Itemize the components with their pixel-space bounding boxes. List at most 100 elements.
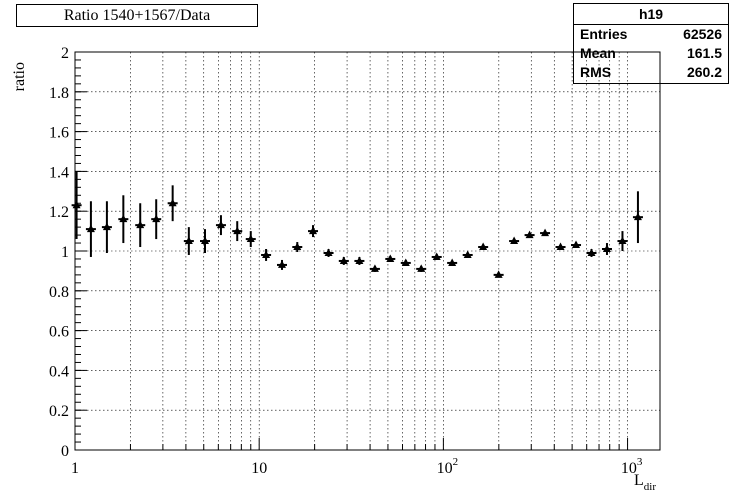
triangle-marker (370, 264, 379, 272)
stats-row-mean: Mean 161.5 (574, 44, 728, 63)
triangle-marker (86, 224, 95, 233)
y-tick-label: 0 (61, 443, 69, 460)
stats-key: Entries (580, 26, 628, 42)
y-axis-label: ratio (11, 62, 28, 91)
data-point (632, 191, 643, 244)
data-point (292, 242, 303, 252)
y-tick-label: 0.6 (49, 324, 69, 341)
data-point (571, 240, 582, 249)
x-tick-label: 1 (71, 460, 79, 477)
triangle-marker (216, 220, 225, 229)
triangle-marker (168, 198, 177, 207)
data-point (555, 242, 566, 251)
data-point (215, 215, 226, 236)
data-point (232, 221, 243, 242)
data-points (71, 171, 643, 278)
x-tick-exponent: 2 (453, 456, 459, 468)
stats-value: 161.5 (686, 45, 722, 61)
x-axis-label-main: L (634, 472, 644, 489)
triangle-marker (339, 256, 348, 264)
data-point (431, 252, 442, 260)
y-tick-label: 1.2 (49, 204, 69, 221)
y-tick-label: 1.6 (49, 125, 69, 142)
data-point (261, 249, 272, 261)
data-point (245, 231, 256, 248)
stats-row-entries: Entries 62526 (574, 25, 728, 44)
chart-title: Ratio 1540+1567/Data (16, 4, 258, 27)
triangle-marker (102, 222, 111, 231)
y-tick-label: 0.8 (49, 284, 69, 301)
x-tick-label: 10 (251, 460, 267, 477)
x-tick-exponent: 3 (637, 456, 643, 468)
data-point (354, 256, 365, 265)
triangle-marker (525, 230, 534, 239)
data-point (118, 195, 129, 244)
data-point (601, 243, 612, 255)
data-point (617, 231, 628, 251)
stats-value: 62526 (683, 26, 722, 42)
data-point (369, 264, 380, 272)
triangle-marker (479, 242, 488, 251)
data-point (71, 171, 82, 240)
y-tick-label: 1.4 (49, 164, 69, 181)
triangle-marker (510, 236, 519, 245)
stats-row-rms: RMS 260.2 (574, 63, 728, 82)
data-point (493, 270, 504, 278)
triangle-marker (463, 250, 472, 258)
y-tick-label: 1.8 (49, 85, 69, 102)
data-point (540, 228, 551, 237)
data-point (135, 203, 146, 248)
grid (75, 52, 660, 450)
y-tick-label: 0.4 (49, 363, 69, 380)
triangle-marker (448, 258, 457, 266)
triangle-marker (293, 242, 302, 251)
x-axis-label: Ldir (634, 472, 656, 493)
stats-key: RMS (580, 64, 612, 80)
axes: 00.20.40.60.811.21.41.61.821 10 102 103 (49, 45, 643, 477)
data-point (524, 230, 535, 239)
y-tick-label: 0.2 (49, 403, 69, 420)
triangle-marker (602, 244, 611, 253)
data-point (385, 254, 396, 262)
triangle-marker (309, 226, 318, 235)
stats-key: Mean (580, 45, 616, 61)
triangle-marker (432, 252, 441, 260)
triangle-marker (119, 214, 128, 223)
triangle-marker (278, 260, 287, 268)
triangle-marker (262, 250, 271, 258)
data-point (323, 248, 334, 257)
data-point (151, 199, 162, 240)
triangle-marker (541, 228, 550, 237)
data-point (183, 227, 194, 255)
data-point (478, 242, 489, 251)
triangle-marker (401, 258, 410, 266)
data-point (462, 250, 473, 258)
triangle-marker (494, 270, 503, 278)
data-point (200, 229, 211, 253)
data-point (400, 258, 411, 266)
triangle-marker (556, 242, 565, 251)
x-axis-label-subscript: dir (644, 481, 657, 493)
y-tick-label: 2 (61, 45, 69, 62)
data-point (416, 264, 427, 272)
triangle-marker (201, 236, 210, 245)
data-point (338, 256, 349, 265)
triangle-marker (633, 212, 642, 221)
triangle-marker (386, 254, 395, 262)
triangle-marker (72, 200, 81, 209)
triangle-marker (233, 226, 242, 235)
data-point (85, 201, 96, 257)
triangle-marker (587, 248, 596, 256)
stats-histogram-name: h19 (574, 4, 728, 25)
triangle-marker (184, 236, 193, 245)
data-point (167, 185, 178, 222)
data-point (308, 225, 319, 238)
data-point (101, 201, 112, 253)
triangle-marker (355, 256, 364, 264)
triangle-marker (618, 236, 627, 245)
triangle-marker (246, 234, 255, 243)
data-point (509, 236, 520, 245)
data-point (447, 258, 458, 266)
data-point (277, 259, 288, 270)
